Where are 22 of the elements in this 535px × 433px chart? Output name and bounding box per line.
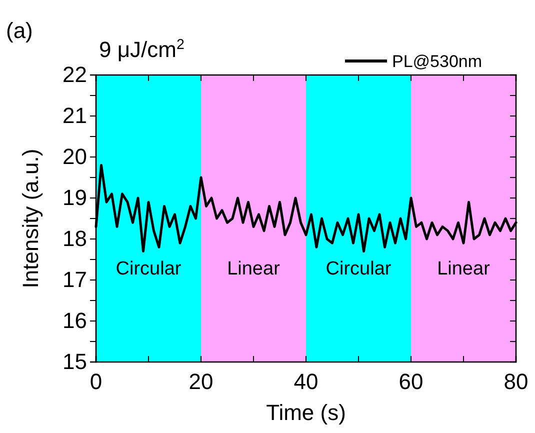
band-label: Linear: [227, 258, 281, 280]
text: 9 μJ/cm$^{2}$: [99, 37, 184, 62]
x-tick-label: 60: [398, 369, 424, 394]
y-tick-label: 18: [62, 226, 87, 252]
band-label: Circular: [116, 258, 182, 280]
band-label: Linear: [437, 258, 491, 280]
x-tick-label: 20: [188, 369, 214, 394]
x-tick-label: 40: [294, 369, 318, 394]
y-tick-label: 17: [62, 267, 87, 292]
x-tick-label: 0: [90, 369, 102, 394]
text: (a): [6, 18, 33, 43]
y-tick-label: 19: [62, 185, 87, 210]
y-tick-label: 20: [62, 144, 87, 170]
x-tick-label: 80: [504, 369, 528, 394]
legend-label: PL@530nm: [392, 52, 482, 71]
y-tick-label: 21: [62, 103, 87, 128]
y-axis-title: Intensity (a.u.): [18, 148, 43, 288]
y-tick-label: 15: [62, 349, 87, 374]
x-axis-title: Time (s): [266, 400, 346, 425]
y-tick-label: 16: [62, 308, 87, 334]
y-tick-label: 22: [62, 62, 87, 88]
band-label: Circular: [326, 258, 392, 280]
